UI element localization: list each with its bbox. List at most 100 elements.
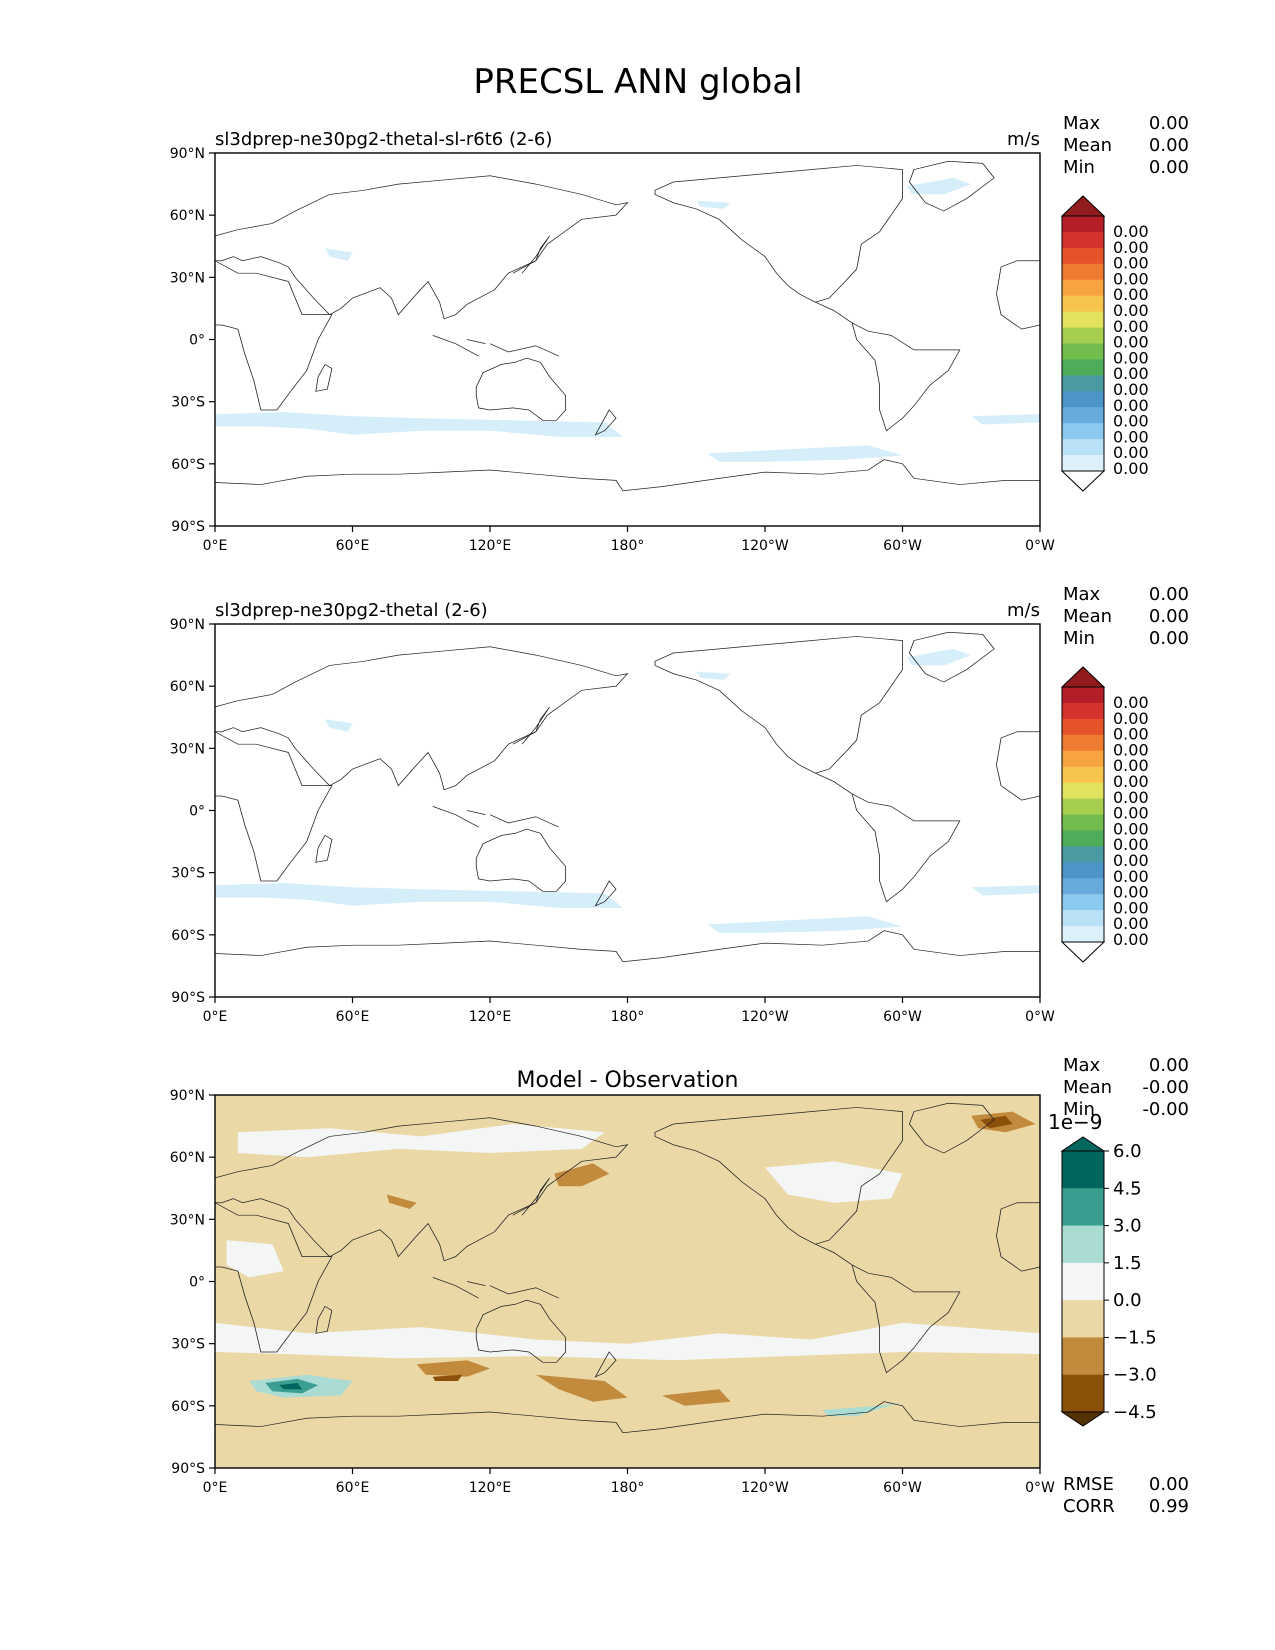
colorbar-segment [1062,894,1104,911]
colorbar-segment [1062,846,1104,863]
field-region [237,1124,605,1158]
colorbar-segment [1062,439,1104,456]
colorbar-label: 0.00 [1113,412,1149,431]
colorbar-label: 0.00 [1113,709,1149,728]
lon-tick-label: 0°E [203,1480,228,1496]
colorbar-label: 0.00 [1113,443,1149,462]
colorbar-segment [1062,423,1104,440]
field-region [971,885,1040,896]
panel-title: sl3dprep-ne30pg2-thetal-sl-r6t6 (2-6) [215,129,552,150]
colorbar-segment [1062,878,1104,895]
colorbar-segment [1062,455,1104,472]
colorbar-outline [1061,1150,1105,1413]
colorbar-label: 0.00 [1113,269,1149,288]
field-region [661,1389,731,1406]
lat-tick-label: 30°N [170,741,205,757]
lon-tick-label: 0°W [1025,1480,1055,1496]
colorbar-label: 0.00 [1113,725,1149,744]
field-region [386,1194,417,1209]
stat-corr-value: 0.99 [1149,1496,1189,1517]
colorbar-segment [1062,1262,1104,1301]
lon-tick-label: 0°E [203,1009,228,1025]
stat-corr-label: CORR [1063,1496,1115,1517]
colorbar-label: 0.00 [1113,364,1149,383]
map-panel-3: 90°N 60°N 30°N 0° 30°S 60°S 90°S 0°E 60°E 120°E 18… [170,1055,1189,1517]
panel-title: sl3dprep-ne30pg2-thetal (2-6) [215,600,488,621]
colorbar: 0.000.000.000.000.000.000.000.000.000.00… [1060,666,1149,963]
colorbar-segment [1062,798,1104,815]
field-region [535,1374,628,1402]
stat-min-value: -0.00 [1142,1099,1189,1120]
lat-tick-label: 30°N [170,1212,205,1228]
colorbar-label: 0.00 [1113,740,1149,759]
lon-tick-label: 120°W [741,1480,789,1496]
colorbar-segment [1062,702,1104,720]
map-area [215,624,1040,997]
colorbar-label: 0.00 [1113,317,1149,336]
lat-tick-label: 0° [189,333,205,349]
lon-tick-label: 60°E [336,1480,370,1496]
field-region [696,200,731,209]
stat-min-label: Min [1063,157,1095,178]
panel-title: Model - Observation [517,1068,739,1093]
lat-tick-label: 90°N [170,1088,205,1104]
colorbar-exponent: 1e−9 [1048,1110,1103,1134]
field-region [765,1161,903,1203]
lat-tick-label: 30°S [171,866,205,882]
units-label: m/s [1007,129,1040,150]
lat-tick-label: 60°S [171,928,205,944]
lat-tick-label: 90°N [170,617,205,633]
colorbar-segment [1062,295,1104,313]
colorbar-label: 0.00 [1113,396,1149,415]
field-region [971,414,1040,425]
stat-mean-value: 0.00 [1149,606,1189,627]
colorbar-label: 0.00 [1113,238,1149,257]
colorbar: 0.000.000.000.000.000.000.000.000.000.00… [1060,195,1149,492]
field-region [416,1360,490,1377]
colorbar-segment [1062,750,1104,768]
colorbar-segment [1062,830,1104,847]
stat-max-value: 0.00 [1149,1055,1189,1076]
colorbar-label: 0.00 [1113,693,1149,712]
lat-tick-label: 90°N [170,146,205,162]
stat-max-label: Max [1063,584,1101,605]
colorbar-label: 0.00 [1113,756,1149,775]
lat-tick-label: 60°S [171,1399,205,1415]
colorbar-label: 0.00 [1113,914,1149,933]
colorbar-segment [1062,359,1104,376]
field-region [707,916,903,933]
stat-max-value: 0.00 [1149,113,1189,134]
field-region [215,883,623,908]
stat-rmse-label: RMSE [1063,1474,1114,1495]
stat-mean-label: Mean [1063,606,1112,627]
lat-tick-label: 30°S [171,395,205,411]
lat-tick-label: 0° [189,804,205,820]
field-region [696,671,731,680]
field-background [215,153,1040,526]
colorbar-label: 0.00 [1113,459,1149,478]
colorbar-segment [1062,263,1104,281]
field-region [907,648,972,666]
map-area [215,153,1040,526]
colorbar-label: −1.5 [1113,1327,1157,1348]
field-region [707,445,903,462]
colorbar-segment [1062,814,1104,831]
colorbar-segment [1062,343,1104,360]
field-region [325,248,353,261]
colorbar-label: 0.00 [1113,835,1149,854]
colorbar-segment [1062,734,1104,752]
colorbar-segment [1062,311,1104,329]
map-area [215,1095,1040,1468]
colorbar-label: 6.0 [1113,1141,1142,1162]
stat-mean-value: 0.00 [1149,135,1189,156]
colorbar-segment [1062,1300,1104,1338]
field-region [980,1115,1013,1129]
colorbar-label: 0.00 [1113,804,1149,823]
colorbar-outline [1061,686,1105,943]
stat-max-value: 0.00 [1149,584,1189,605]
field-region [822,1401,903,1417]
lon-tick-label: 60°E [336,538,370,554]
colorbar-segment [1062,718,1104,736]
stat-mean-label: Mean [1063,1077,1112,1098]
